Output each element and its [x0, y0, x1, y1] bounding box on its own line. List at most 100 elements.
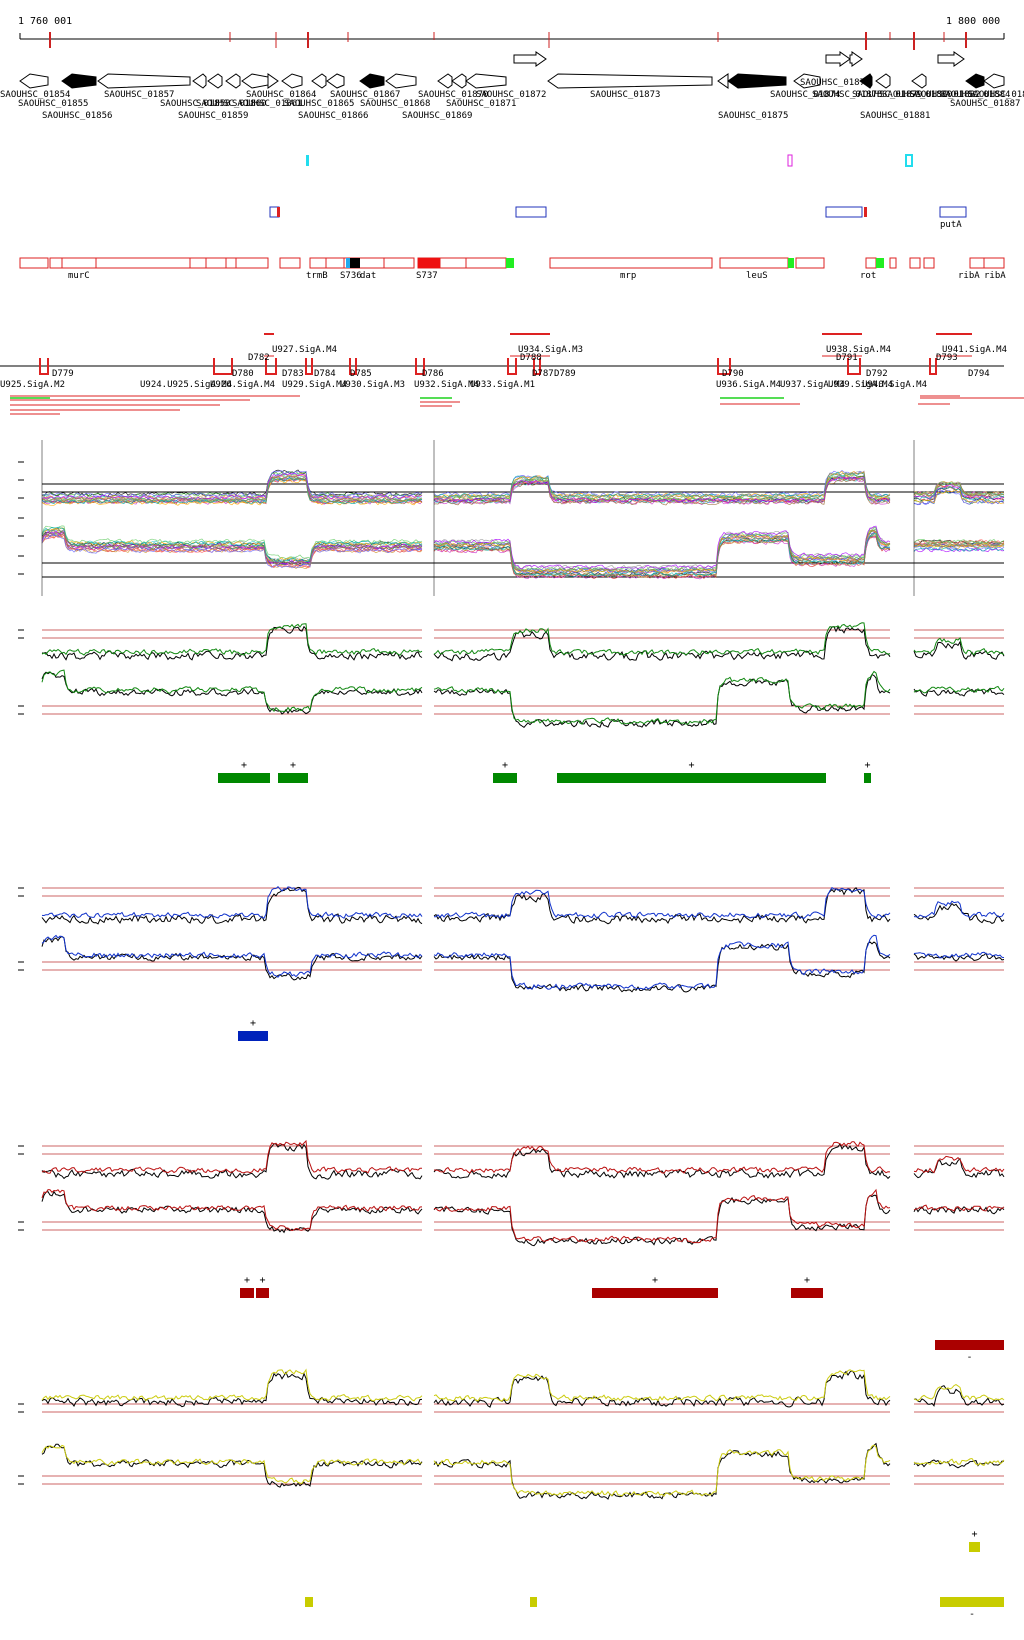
reference-trace: [913, 687, 1005, 697]
downshift-label: D792: [866, 369, 888, 379]
operon-box: [19, 257, 49, 269]
operon-box: [309, 257, 327, 269]
gene-arrow: [727, 73, 787, 89]
downshift-label: D791: [836, 353, 858, 363]
profile-trace: [913, 539, 1005, 545]
profile-trace: [913, 481, 1005, 496]
segment-step: [305, 358, 313, 375]
profile-trace: [41, 478, 423, 506]
segment-step: [847, 358, 861, 375]
operon-box: [923, 257, 935, 269]
gene-label: SAOUHSC_01887: [950, 99, 1020, 109]
operon-highlight: [346, 258, 350, 268]
significance-bar: [256, 1288, 269, 1298]
segment-step: [507, 358, 517, 375]
condition-trace: [913, 685, 1005, 694]
sigma-label: U937.SigA.M4: [780, 380, 845, 390]
gene-label: SAOUHSC_01879: [852, 90, 922, 100]
gene-label: SAOUHSC_01854: [0, 90, 70, 100]
downshift-label: D783: [282, 369, 304, 379]
profile-trace: [913, 541, 1005, 547]
operon-box: [235, 257, 269, 269]
blue-feature-box: [515, 206, 547, 218]
gene-label: SAOUHSC_01870: [418, 90, 488, 100]
operon-box: [189, 257, 207, 269]
condition-trace: [913, 1457, 1005, 1467]
gene-arrow: [513, 51, 547, 67]
significance-bar: [935, 1340, 1004, 1350]
downshift-label: D779: [52, 369, 74, 379]
gene-label: SAOUHSC_01865: [284, 99, 354, 109]
significance-bar: [557, 773, 826, 783]
downshift-label: D793: [936, 353, 958, 363]
operon-label: murC: [68, 271, 90, 281]
gene-label: SAOUHSC_01886: [968, 90, 1024, 100]
downshift-label: D786: [422, 369, 444, 379]
gene-arrow: [793, 73, 821, 89]
start-coordinate: 1 760 001: [18, 16, 72, 27]
profile-trace: [41, 472, 423, 500]
significance-bar: [969, 1542, 980, 1552]
profile-trace: [433, 532, 891, 577]
profile-trace: [41, 533, 423, 569]
reference-trace: [41, 886, 423, 925]
significance-bar: [940, 1597, 1004, 1607]
sigma-label: U939.SigA.M4: [828, 380, 893, 390]
gene-label: SAOUHSC_01875: [718, 111, 788, 121]
gene-arrow: [61, 73, 97, 89]
operon-box: [49, 257, 63, 269]
operon-box: [325, 257, 345, 269]
gene-label: SAOUHSC_01864: [246, 90, 316, 100]
segment-step: [265, 358, 277, 375]
profile-trace: [913, 486, 1005, 501]
gene-label: SAOUHSC_01877: [800, 78, 870, 88]
gene-label: SAOUHSC_01873: [590, 90, 660, 100]
condition-trace: [433, 886, 891, 919]
operon-label: S736: [340, 271, 362, 281]
blue-feature-box: [939, 206, 967, 218]
condition-trace: [913, 637, 1005, 656]
profile-trace: [41, 476, 423, 503]
condition-trace: [433, 1188, 891, 1244]
sigma-label: U940.SigA.M4: [862, 380, 927, 390]
operon-box: [383, 257, 415, 269]
upshift-label: U938.SigA.M4: [826, 345, 891, 355]
significance-bar: [791, 1288, 823, 1298]
operon-label: mrp: [620, 271, 636, 281]
blue-feature-box: [825, 206, 863, 218]
gene-label: SAOUHSC_01859: [178, 111, 248, 121]
segment-step: [39, 358, 49, 375]
profile-trace: [433, 525, 891, 570]
gene-label: SAOUHSC_01872: [476, 90, 546, 100]
gene-arrow: [225, 73, 241, 89]
significance-bar: [864, 773, 871, 783]
gene-arrow: [437, 73, 453, 89]
gene-arrow: [825, 51, 851, 67]
significance-bar: [592, 1288, 718, 1298]
condition-trace: [41, 885, 423, 919]
significance-bar: [240, 1288, 254, 1298]
profile-trace: [433, 471, 890, 499]
significance-sign: -: [967, 1352, 973, 1363]
feature-mark: [787, 154, 793, 167]
gene-label: SAOUHSC_01869: [402, 111, 472, 121]
operon-box: [719, 257, 789, 269]
gene-arrow: [717, 73, 729, 89]
segment-step: [717, 358, 731, 375]
condition-trace: [913, 1204, 1005, 1212]
operon-box: [205, 257, 227, 269]
reference-trace: [41, 935, 423, 981]
upshift-label: U927.SigA.M4: [272, 345, 337, 355]
gene-label: SAOUHSC_01858: [160, 99, 230, 109]
operon-label: trmB: [306, 271, 328, 281]
significance-sign: +: [260, 1275, 266, 1286]
profile-trace: [913, 490, 1005, 506]
segment-step: [533, 358, 541, 375]
downshift-label: D782: [248, 353, 270, 363]
downshift-label: D790: [722, 369, 744, 379]
downshift-label: D780: [232, 369, 254, 379]
downshift-label: D788: [520, 353, 542, 363]
profile-trace: [913, 542, 1005, 549]
